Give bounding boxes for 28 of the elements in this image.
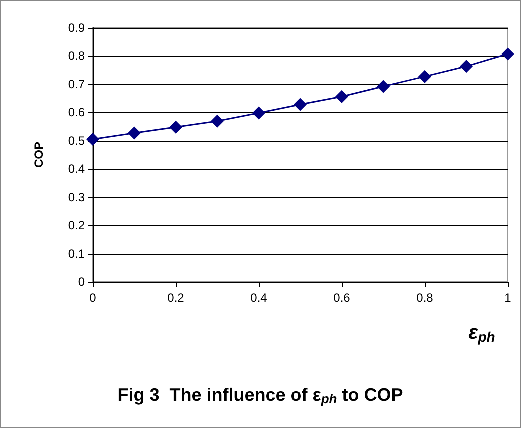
y-tick-label: 0.6 (68, 106, 86, 120)
point (170, 120, 182, 134)
y-tick-label: 0.3 (68, 190, 86, 204)
x-tick-label: 0.4 (250, 291, 268, 305)
y-tick-label: 0.7 (68, 77, 86, 92)
point (252, 106, 266, 120)
x-tick-label: 0.2 (168, 291, 185, 305)
point (336, 90, 348, 104)
point (418, 70, 432, 84)
y-tick-label: 0.4 (68, 162, 86, 176)
y-tick-label: 0.1 (68, 246, 86, 261)
y-tick-label: 0.2 (68, 218, 86, 233)
x-tick-label: 0.6 (334, 291, 351, 305)
point (460, 60, 473, 74)
y-tick-label: 0.8 (68, 49, 86, 64)
y-tick-label: 0 (78, 275, 86, 289)
point (86, 132, 100, 146)
point (502, 48, 514, 61)
y-tick-label: 0.5 (68, 134, 86, 148)
x-tick-label: 0 (90, 291, 97, 305)
x-tick-label: 0.8 (416, 291, 434, 305)
point (377, 80, 390, 94)
point (294, 98, 307, 112)
y-tick-label: 0.9 (68, 21, 86, 35)
point (211, 114, 224, 128)
point (128, 126, 141, 140)
y-axis-title: COP (32, 142, 46, 168)
x-tick-label: 1 (504, 291, 512, 305)
